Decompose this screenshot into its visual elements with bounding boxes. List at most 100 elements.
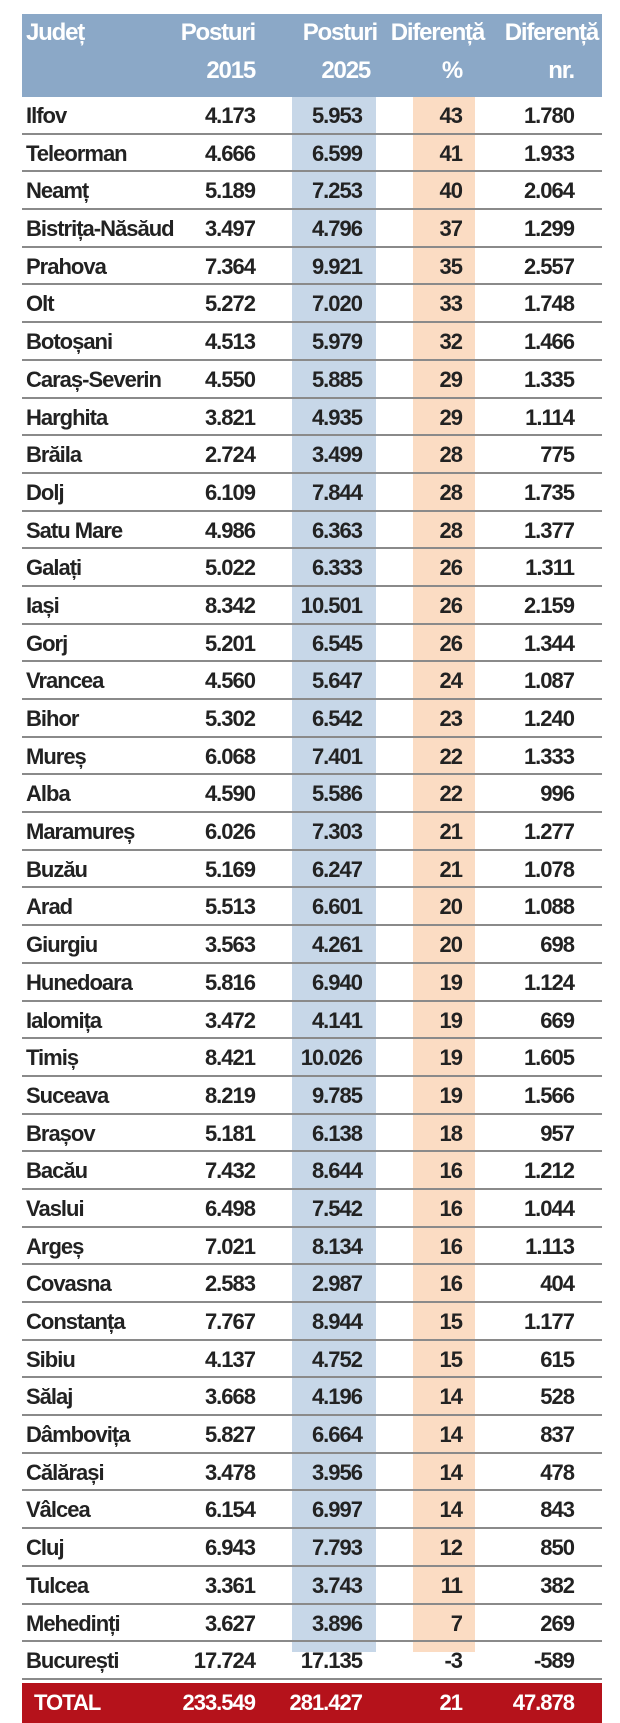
cell-posts2025: 5.979 <box>311 329 363 355</box>
cell-posts2025: 6.601 <box>311 894 363 920</box>
header-diff-nr-line2: nr. <box>548 57 575 84</box>
table-row: Brăila 2.724 3.499 28 775 <box>22 436 602 474</box>
cell-county: Timiș <box>26 1045 79 1071</box>
table-row: Sibiu 4.137 4.752 15 615 <box>22 1341 602 1379</box>
cell-posts2025: 5.647 <box>311 668 363 694</box>
cell-posts2015: 7.767 <box>204 1309 256 1334</box>
cell-posts2015: 3.668 <box>204 1384 256 1410</box>
table-body: Ilfov 4.173 5.953 43 1.780 Teleorman 4.666 6.59… <box>22 97 602 1680</box>
cell-posts2015: 5.201 <box>204 630 256 656</box>
cell-diff-pct: 20 <box>439 894 464 920</box>
cell-county: Mureș <box>26 743 87 769</box>
header-posts2025-line2: 2025 <box>321 57 371 84</box>
cell-diff-pct: 21 <box>439 819 464 845</box>
cell-posts2015: 3.627 <box>204 1610 256 1636</box>
table-row: Galați 5.022 6.333 26 1.311 <box>22 549 602 587</box>
cell-posts2025: 7.401 <box>311 743 363 769</box>
cell-posts2025: 8.134 <box>311 1233 363 1259</box>
cell-diff-pct: 22 <box>439 743 464 769</box>
cell-county: Suceava <box>26 1082 109 1108</box>
cell-posts2015: 3.472 <box>204 1007 256 1033</box>
cell-posts2015: 5.189 <box>204 178 256 204</box>
cell-posts2025: 4.196 <box>311 1384 363 1410</box>
cell-diff-pct: 32 <box>439 329 464 355</box>
cell-county: Vâlcea <box>26 1497 91 1523</box>
cell-diff-pct: -3 <box>444 1648 463 1674</box>
cell-county: Prahova <box>26 253 107 279</box>
table-row: Suceava 8.219 9.785 19 1.566 <box>22 1077 602 1115</box>
header-diff-pct-line1: Diferență <box>390 19 485 46</box>
cell-county: Argeș <box>26 1233 84 1259</box>
cell-county: Gorj <box>26 630 68 656</box>
table-row: Prahova 7.364 9.921 35 2.557 <box>22 248 602 286</box>
cell-county: Covasna <box>26 1271 112 1297</box>
cell-diff-pct: 14 <box>439 1497 464 1523</box>
cell-posts2015: 5.302 <box>204 706 256 731</box>
cell-diff-nr: 1.335 <box>523 366 575 392</box>
cell-county: Vrancea <box>26 668 104 694</box>
table-row: Gorj 5.201 6.545 26 1.344 <box>22 625 602 663</box>
cell-diff-pct: 20 <box>439 932 464 958</box>
cell-posts2015: 2.724 <box>204 442 256 468</box>
cell-county: Călărași <box>26 1459 105 1485</box>
cell-posts2015: 4.560 <box>204 668 256 694</box>
cell-diff-pct: 18 <box>439 1120 464 1146</box>
cell-posts2015: 4.550 <box>204 366 256 392</box>
cell-posts2015: 5.272 <box>204 291 256 317</box>
cell-diff-nr: 382 <box>540 1572 575 1598</box>
cell-posts2015: 4.137 <box>204 1346 256 1372</box>
cell-posts2025: 2.987 <box>311 1271 363 1297</box>
cell-county: Iași <box>26 592 60 618</box>
cell-diff-pct: 14 <box>439 1384 464 1410</box>
posts-table: Județ Posturi 2015 Posturi 2025 Diferenț… <box>22 14 602 1723</box>
cell-posts2015: 7.021 <box>204 1233 256 1259</box>
table-row: Hunedoara 5.816 6.940 19 1.124 <box>22 964 602 1002</box>
cell-posts2025: 7.303 <box>311 819 363 845</box>
table-row: Ilfov 4.173 5.953 43 1.780 <box>22 97 602 135</box>
table-row: Mehedinți 3.627 3.896 7 269 <box>22 1605 602 1643</box>
cell-county: Ilfov <box>26 103 67 128</box>
table-row: Maramureș 6.026 7.303 21 1.277 <box>22 813 602 851</box>
table-row: Vaslui 6.498 7.542 16 1.044 <box>22 1190 602 1228</box>
table-row: Constanța 7.767 8.944 15 1.177 <box>22 1303 602 1341</box>
column-highlight-percent <box>413 97 475 1652</box>
cell-county: Dolj <box>26 479 65 505</box>
cell-diff-pct: 28 <box>439 479 464 505</box>
cell-diff-nr: 1.735 <box>523 479 575 505</box>
cell-posts2025: 6.940 <box>311 969 363 995</box>
cell-posts2025: 4.752 <box>311 1346 363 1372</box>
cell-diff-nr: 1.780 <box>523 103 575 128</box>
cell-posts2015: 5.513 <box>204 894 256 920</box>
table-row: Călărași 3.478 3.956 14 478 <box>22 1454 602 1492</box>
cell-diff-pct: 35 <box>439 253 464 279</box>
cell-diff-pct: 43 <box>439 103 464 128</box>
cell-posts2025: 6.545 <box>311 630 363 656</box>
cell-posts2015: 6.068 <box>204 743 256 769</box>
cell-posts2025: 9.921 <box>311 253 363 279</box>
table-row: Iași 8.342 10.501 26 2.159 <box>22 587 602 625</box>
cell-diff-nr: 669 <box>540 1007 575 1033</box>
table-row: Buzău 5.169 6.247 21 1.078 <box>22 851 602 889</box>
cell-posts2025: 6.363 <box>311 517 363 543</box>
cell-posts2015: 4.173 <box>204 103 256 128</box>
cell-county: Cluj <box>26 1535 65 1561</box>
table-row: București 17.724 17.135 -3 -589 <box>22 1642 602 1680</box>
cell-diff-nr: 615 <box>540 1346 575 1372</box>
cell-diff-pct: 24 <box>439 668 464 694</box>
cell-diff-nr: 2.557 <box>523 253 575 279</box>
cell-posts2015: 5.827 <box>204 1422 256 1448</box>
cell-county: Teleorman <box>26 140 128 166</box>
cell-county: Galați <box>26 555 82 581</box>
cell-posts2015: 6.109 <box>204 479 256 505</box>
cell-county: Sălaj <box>26 1384 73 1410</box>
cell-county: Tulcea <box>26 1572 89 1598</box>
cell-posts2015: 2.583 <box>204 1271 256 1297</box>
cell-diff-pct: 19 <box>439 1045 464 1071</box>
cell-posts2025: 6.247 <box>311 856 363 882</box>
cell-diff-nr: 1.177 <box>523 1309 575 1334</box>
cell-diff-nr: -589 <box>533 1648 575 1674</box>
cell-posts2015: 4.513 <box>204 329 256 355</box>
cell-posts2025: 6.997 <box>311 1497 363 1523</box>
cell-diff-pct: 21 <box>439 856 464 882</box>
cell-county: Constanța <box>26 1309 126 1334</box>
